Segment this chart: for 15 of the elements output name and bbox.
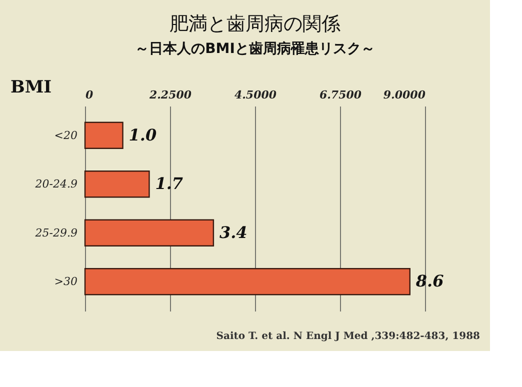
y-tick-label: 20-24.9 [34, 178, 78, 191]
y-tick-label: <20 [54, 128, 78, 142]
chart-title: 肥満と歯周病の関係 [170, 13, 340, 35]
x-tick-label: 9.0000 [383, 88, 426, 102]
x-tick-label: 6.7500 [319, 88, 362, 102]
y-tick-label: >30 [54, 275, 78, 288]
x-tick-label: 2.2500 [148, 88, 192, 102]
text: Saito T. et al. N Engl J Med ,339:482-483, 1988 [216, 331, 480, 342]
data-label: 3.4 [219, 222, 248, 242]
x-tick-label: 0 [86, 88, 94, 102]
data-label: 1.0 [128, 125, 157, 144]
x-tick-label: 4.5000 [234, 88, 277, 102]
y-tick-label: 25-29.9 [34, 226, 78, 240]
y-axis-title: BMI [10, 78, 52, 98]
chart-subtitle: ～日本人のBMIと歯周病罹患リスク～ [135, 40, 375, 57]
